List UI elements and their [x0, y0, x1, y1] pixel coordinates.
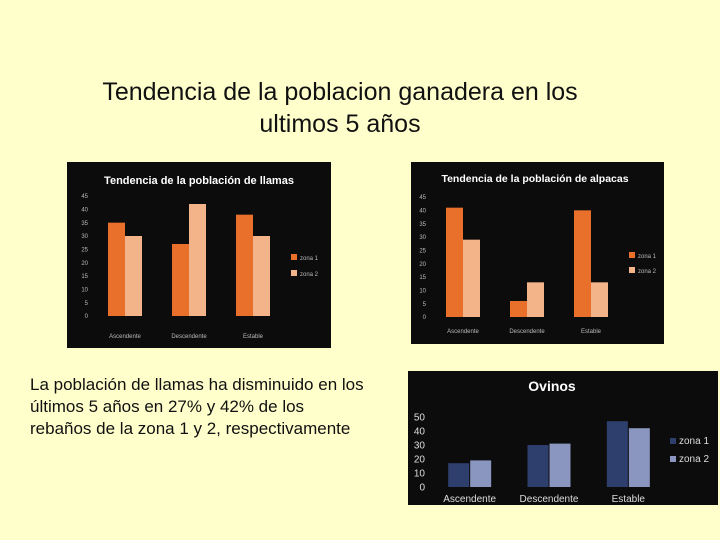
ovinos-bar-zona-2	[470, 460, 492, 487]
llamas-bar-zona-2	[125, 236, 142, 316]
alpacas-chart-title: Tendencia de la población de alpacas	[441, 173, 628, 185]
alpacas-bar-zona-1	[574, 210, 591, 317]
ovinos-bar-zona-2	[628, 428, 650, 487]
llamas-legend-swatch	[291, 254, 297, 260]
ovinos-category-label: Ascendente	[443, 494, 496, 505]
llamas-y-tick-label: 45	[81, 194, 88, 200]
ovinos-y-tick-label: 50	[414, 413, 426, 424]
llamas-y-tick-label: 15	[81, 274, 88, 280]
llamas-bar-zona-2	[189, 204, 206, 316]
alpacas-y-tick-label: 35	[419, 222, 426, 228]
alpacas-legend-label: zona 2	[638, 269, 657, 275]
alpacas-legend-swatch	[629, 252, 635, 258]
alpacas-y-tick-label: 5	[423, 302, 427, 308]
slide-caption: La población de llamas ha disminuido en …	[30, 375, 364, 438]
alpacas-y-tick-label: 0	[423, 315, 427, 321]
alpacas-legend-swatch	[629, 267, 635, 273]
llamas-legend-label: zona 1	[300, 256, 319, 262]
llamas-y-tick-label: 0	[85, 314, 89, 320]
alpacas-category-label: Ascendente	[447, 329, 479, 335]
ovinos-bar-zona-2	[549, 443, 571, 487]
alpacas-y-tick-label: 15	[419, 275, 426, 281]
llamas-y-tick-label: 35	[81, 221, 88, 227]
chart-ovinos: Ovinos 0 10 20 30 40 50 Ascendente Descendente Es…	[408, 371, 718, 505]
alpacas-category-label: Estable	[581, 329, 602, 335]
ovinos-y-tick-label: 10	[414, 469, 426, 480]
ovinos-y-tick-label: 20	[414, 455, 426, 466]
alpacas-bar-zona-2	[463, 239, 480, 317]
llamas-legend-label: zona 2	[300, 272, 319, 278]
ovinos-legend-label: zona 2	[679, 454, 709, 465]
chart-llamas: Tendencia de la población de llamas 0 5 10 1…	[67, 162, 331, 348]
llamas-y-tick-label: 5	[85, 301, 89, 307]
llamas-y-tick-label: 20	[81, 261, 88, 267]
llamas-category-label: Ascendente	[109, 334, 141, 340]
alpacas-y-tick-label: 20	[419, 262, 426, 268]
alpacas-legend-label: zona 1	[638, 254, 657, 260]
ovinos-bar-zona-1	[448, 463, 470, 487]
llamas-legend-swatch	[291, 270, 297, 276]
ovinos-y-tick-label: 0	[419, 483, 425, 494]
llamas-y-tick-label: 25	[81, 247, 88, 253]
slide-title: Tendencia de la poblacion ganadera en lo…	[30, 76, 650, 140]
alpacas-y-tick-label: 40	[419, 208, 426, 214]
ovinos-y-tick-label: 30	[414, 441, 426, 452]
ovinos-category-label: Descendente	[520, 494, 579, 505]
llamas-y-tick-label: 10	[81, 287, 88, 293]
llamas-y-tick-label: 40	[81, 207, 88, 213]
llamas-chart-title: Tendencia de la población de llamas	[104, 175, 294, 187]
ovinos-chart-title: Ovinos	[528, 378, 576, 394]
chart-alpacas: Tendencia de la población de alpacas 0 5 10…	[411, 162, 664, 344]
ovinos-y-tick-label: 40	[414, 427, 426, 438]
alpacas-bar-zona-2	[527, 282, 544, 317]
ovinos-legend-label: zona 1	[679, 436, 709, 447]
llamas-y-tick-label: 30	[81, 234, 88, 240]
chart-llamas-svg: Tendencia de la población de llamas 0 5 10 1…	[81, 175, 319, 340]
llamas-category-label: Estable	[243, 334, 264, 340]
ovinos-legend-swatch	[670, 438, 676, 444]
ovinos-category-label: Estable	[612, 494, 646, 505]
ovinos-legend-swatch	[670, 456, 676, 462]
alpacas-y-tick-label: 30	[419, 235, 426, 241]
ovinos-bar-zona-1	[606, 421, 628, 487]
alpacas-bar-zona-1	[510, 301, 527, 317]
alpacas-bar-zona-2	[591, 282, 608, 317]
llamas-bar-zona-1	[108, 222, 125, 316]
alpacas-y-tick-label: 25	[419, 248, 426, 254]
llamas-bar-zona-2	[253, 236, 270, 316]
llamas-bar-zona-1	[236, 214, 253, 316]
slide-title-line2: ultimos 5 años	[259, 110, 421, 138]
slide-title-line1: Tendencia de la poblacion ganadera en lo…	[102, 78, 578, 106]
llamas-bar-zona-1	[172, 244, 189, 316]
chart-alpacas-svg: Tendencia de la población de alpacas 0 5 10…	[419, 173, 657, 335]
alpacas-category-label: Descendente	[509, 329, 545, 335]
chart-ovinos-svg: Ovinos 0 10 20 30 40 50 Ascendente Descendente Es…	[414, 378, 710, 505]
alpacas-y-tick-label: 45	[419, 195, 426, 201]
ovinos-bar-zona-1	[527, 445, 549, 487]
alpacas-y-tick-label: 10	[419, 288, 426, 294]
llamas-category-label: Descendente	[171, 334, 207, 340]
alpacas-bar-zona-1	[446, 207, 463, 317]
